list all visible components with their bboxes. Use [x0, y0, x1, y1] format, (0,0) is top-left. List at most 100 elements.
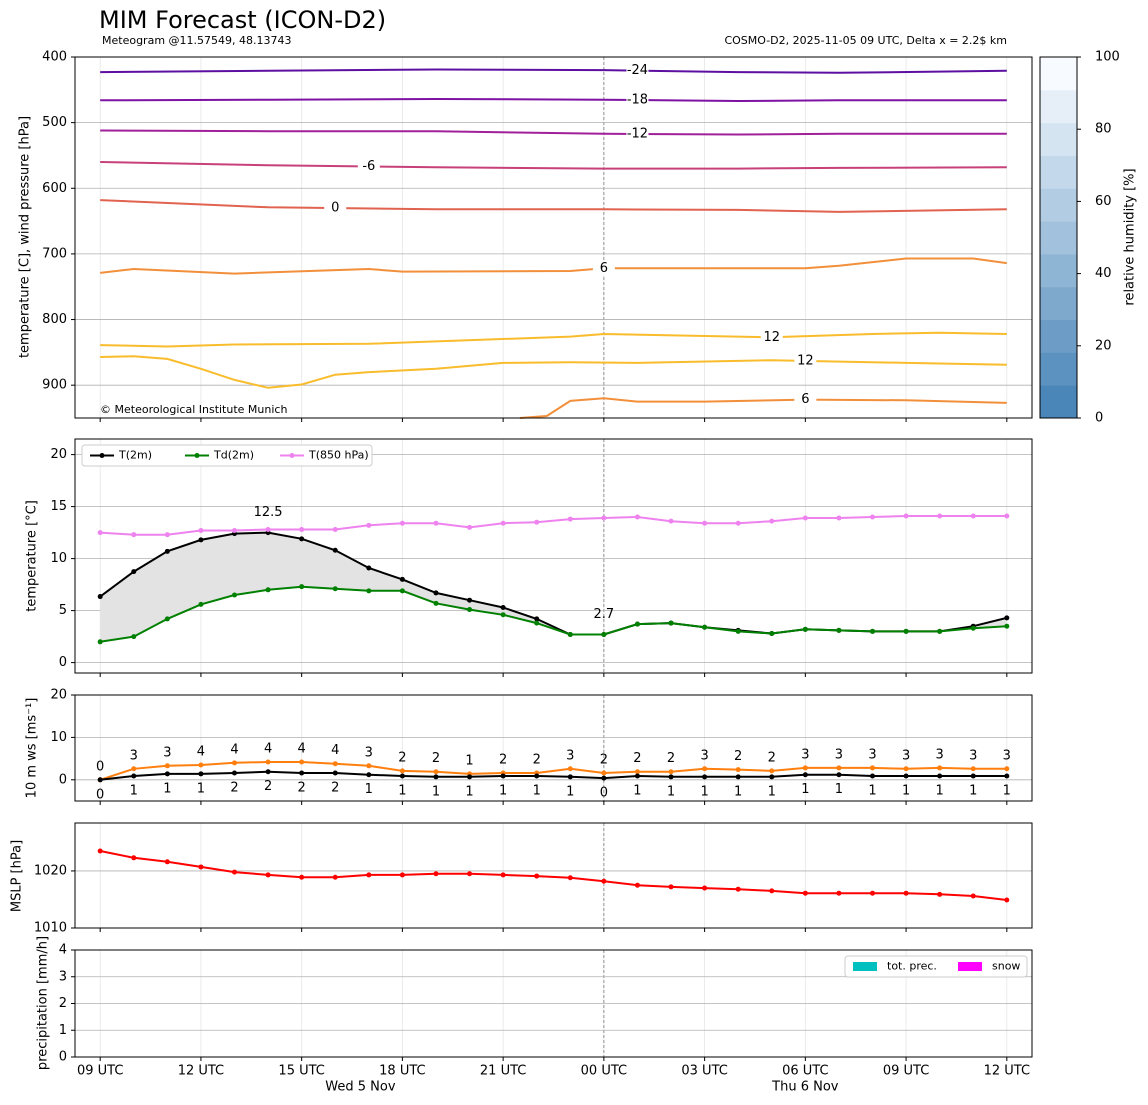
- contour-label-bg: [626, 63, 649, 78]
- point: [164, 616, 170, 622]
- point: [601, 515, 607, 521]
- x-tick-label: 18 UTC: [379, 1064, 425, 1079]
- value-label: 2: [398, 750, 406, 765]
- value-label: 3: [163, 745, 171, 760]
- point: [97, 530, 103, 536]
- point: [399, 576, 405, 582]
- point: [198, 528, 204, 534]
- y-tick-label: 3: [59, 969, 67, 984]
- value-label: 1: [130, 783, 138, 798]
- point: [131, 773, 137, 779]
- contour-label-bg: [794, 392, 817, 407]
- point: [399, 768, 405, 774]
- value-label: 3: [835, 747, 843, 762]
- point: [534, 519, 540, 525]
- value-label: 0: [96, 759, 104, 774]
- x-tick-label: 21 UTC: [480, 1064, 526, 1079]
- value-label: 1: [533, 783, 541, 798]
- value-label: 0: [600, 786, 608, 801]
- isotherm: [100, 331, 1007, 348]
- legend-marker: [289, 453, 295, 458]
- contour-label-bg: [592, 261, 615, 276]
- point: [534, 773, 540, 779]
- value-label: 4: [230, 742, 238, 757]
- colorbar-label: relative humidity [%]: [1123, 168, 1138, 305]
- contour-label-bg: [626, 92, 649, 107]
- point: [265, 587, 271, 593]
- colorbar-band: [1040, 122, 1077, 156]
- point: [198, 601, 204, 607]
- value-label: 1: [197, 781, 205, 796]
- point: [299, 874, 305, 880]
- point: [567, 516, 573, 522]
- point: [500, 773, 506, 779]
- y-tick-label: 4: [59, 943, 67, 958]
- point: [332, 547, 338, 553]
- point: [702, 624, 708, 630]
- point: [433, 600, 439, 606]
- day-label: Wed 5 Nov: [325, 1080, 396, 1095]
- y-tick-label: 400: [42, 50, 67, 65]
- point: [433, 520, 439, 526]
- annotation: 2.7: [594, 607, 615, 622]
- point: [433, 774, 439, 780]
- point: [836, 627, 842, 633]
- point: [467, 597, 473, 603]
- series-line: [99, 761, 1007, 781]
- contour-label: 6: [600, 261, 608, 276]
- point: [534, 620, 540, 626]
- point: [433, 590, 439, 596]
- point: [265, 872, 271, 878]
- point: [467, 774, 473, 780]
- point: [970, 513, 976, 519]
- point: [903, 773, 909, 779]
- colorbar-tick-label: 60: [1095, 194, 1112, 209]
- point: [601, 770, 607, 776]
- x-tick-label: 06 UTC: [782, 1064, 828, 1079]
- value-label: 1: [465, 784, 473, 799]
- point: [366, 522, 372, 528]
- x-tick-label: 09 UTC: [883, 1064, 929, 1079]
- y-axis-label: 10 m ws [ms⁻¹]: [25, 698, 40, 799]
- point: [668, 769, 674, 775]
- point: [634, 773, 640, 779]
- colorbar-tick-label: 0: [1095, 411, 1103, 426]
- point: [836, 515, 842, 521]
- contour-label-bg: [626, 126, 649, 141]
- point: [534, 873, 540, 879]
- point: [1004, 897, 1010, 903]
- point: [668, 620, 674, 626]
- colorbar-band: [1040, 286, 1077, 321]
- point: [198, 762, 204, 768]
- value-label: 4: [264, 741, 272, 756]
- plot-frame: [74, 949, 1033, 1058]
- value-label: 2: [734, 749, 742, 764]
- value-label: 4: [298, 741, 306, 756]
- subtitle-right: COSMO-D2, 2025-11-05 09 UTC, Delta x = 2…: [724, 34, 1007, 47]
- point: [399, 520, 405, 526]
- point: [601, 632, 607, 638]
- point: [164, 532, 170, 538]
- x-tick-label: 03 UTC: [681, 1064, 727, 1079]
- point: [769, 774, 775, 780]
- isotherm: [100, 161, 1007, 170]
- isotherm: [519, 397, 1007, 419]
- point: [97, 848, 103, 854]
- colorbar-tick-label: 80: [1095, 122, 1112, 137]
- point: [937, 773, 943, 779]
- point: [164, 763, 170, 769]
- point: [433, 871, 439, 877]
- point: [366, 588, 372, 594]
- point: [970, 766, 976, 772]
- point: [265, 769, 271, 775]
- point: [567, 774, 573, 780]
- point: [903, 628, 909, 634]
- point: [702, 885, 708, 891]
- value-label: 2: [230, 781, 238, 796]
- y-tick-label: 2: [59, 996, 67, 1011]
- point: [769, 630, 775, 636]
- contour-label: -6: [362, 159, 375, 174]
- point: [567, 766, 573, 772]
- point: [769, 768, 775, 774]
- x-tick-label: 15 UTC: [278, 1064, 324, 1079]
